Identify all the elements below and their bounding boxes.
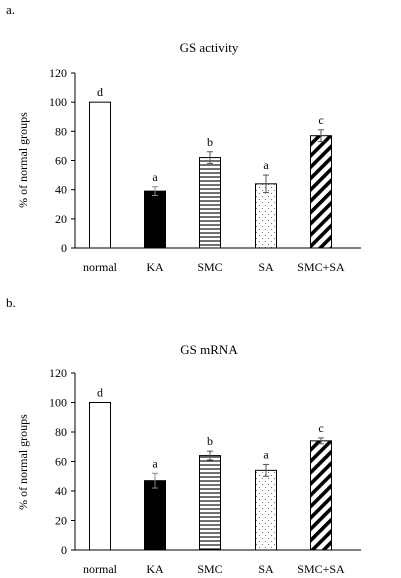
bar [89, 101, 111, 249]
significance-letter: a [263, 158, 269, 172]
x-tick-label: normal [83, 562, 118, 576]
y-tick-label: 80 [55, 124, 67, 138]
chart-title: GS activity [180, 40, 239, 55]
y-tick-label: 20 [55, 212, 67, 226]
y-tick-label: 40 [55, 484, 67, 498]
y-tick-label: 100 [49, 95, 67, 109]
y-tick-label: 80 [55, 425, 67, 439]
bar [89, 402, 111, 551]
y-tick-label: 100 [49, 396, 67, 410]
x-tick-label: normal [83, 260, 118, 274]
significance-letter: a [152, 170, 158, 184]
y-axis-label: % of normal groups [16, 414, 30, 510]
x-tick-label: SA [258, 562, 274, 576]
bar [144, 480, 166, 551]
x-tick-label: KA [146, 260, 164, 274]
bar [255, 183, 277, 249]
x-tick-label: KA [146, 562, 164, 576]
significance-letter: c [318, 421, 323, 435]
y-tick-label: 0 [61, 241, 67, 255]
x-tick-label: SMC+SA [297, 562, 345, 576]
panel-label: a. [6, 2, 15, 17]
significance-letter: c [318, 113, 323, 127]
significance-letter: d [97, 386, 103, 400]
chart-title: GS mRNA [180, 342, 238, 357]
x-tick-label: SA [258, 260, 274, 274]
y-tick-label: 60 [55, 154, 67, 168]
x-tick-label: SMC [197, 562, 222, 576]
y-axis-label: % of normal groups [16, 112, 30, 208]
y-tick-label: 40 [55, 183, 67, 197]
y-tick-label: 120 [49, 366, 67, 380]
bar [255, 469, 277, 551]
significance-letter: a [152, 456, 158, 470]
y-tick-label: 0 [61, 543, 67, 557]
bar [310, 440, 332, 551]
significance-letter: a [263, 447, 269, 461]
bar [199, 455, 221, 551]
bar [310, 135, 332, 249]
bar [199, 157, 221, 249]
x-tick-label: SMC+SA [297, 260, 345, 274]
bar [144, 190, 166, 249]
significance-letter: d [97, 85, 103, 99]
significance-letter: b [207, 434, 213, 448]
panel-label: b. [6, 295, 16, 310]
y-tick-label: 120 [49, 66, 67, 80]
x-tick-label: SMC [197, 260, 222, 274]
y-tick-label: 60 [55, 455, 67, 469]
chart-panel-b: b. GS mRNA % of normal groups 0 20 40 60 80 100 1… [6, 295, 361, 576]
significance-letter: b [207, 135, 213, 149]
chart-panel-a: a. GS activity % of normal groups 0 20 40 60 80… [6, 2, 361, 274]
y-tick-label: 20 [55, 514, 67, 528]
